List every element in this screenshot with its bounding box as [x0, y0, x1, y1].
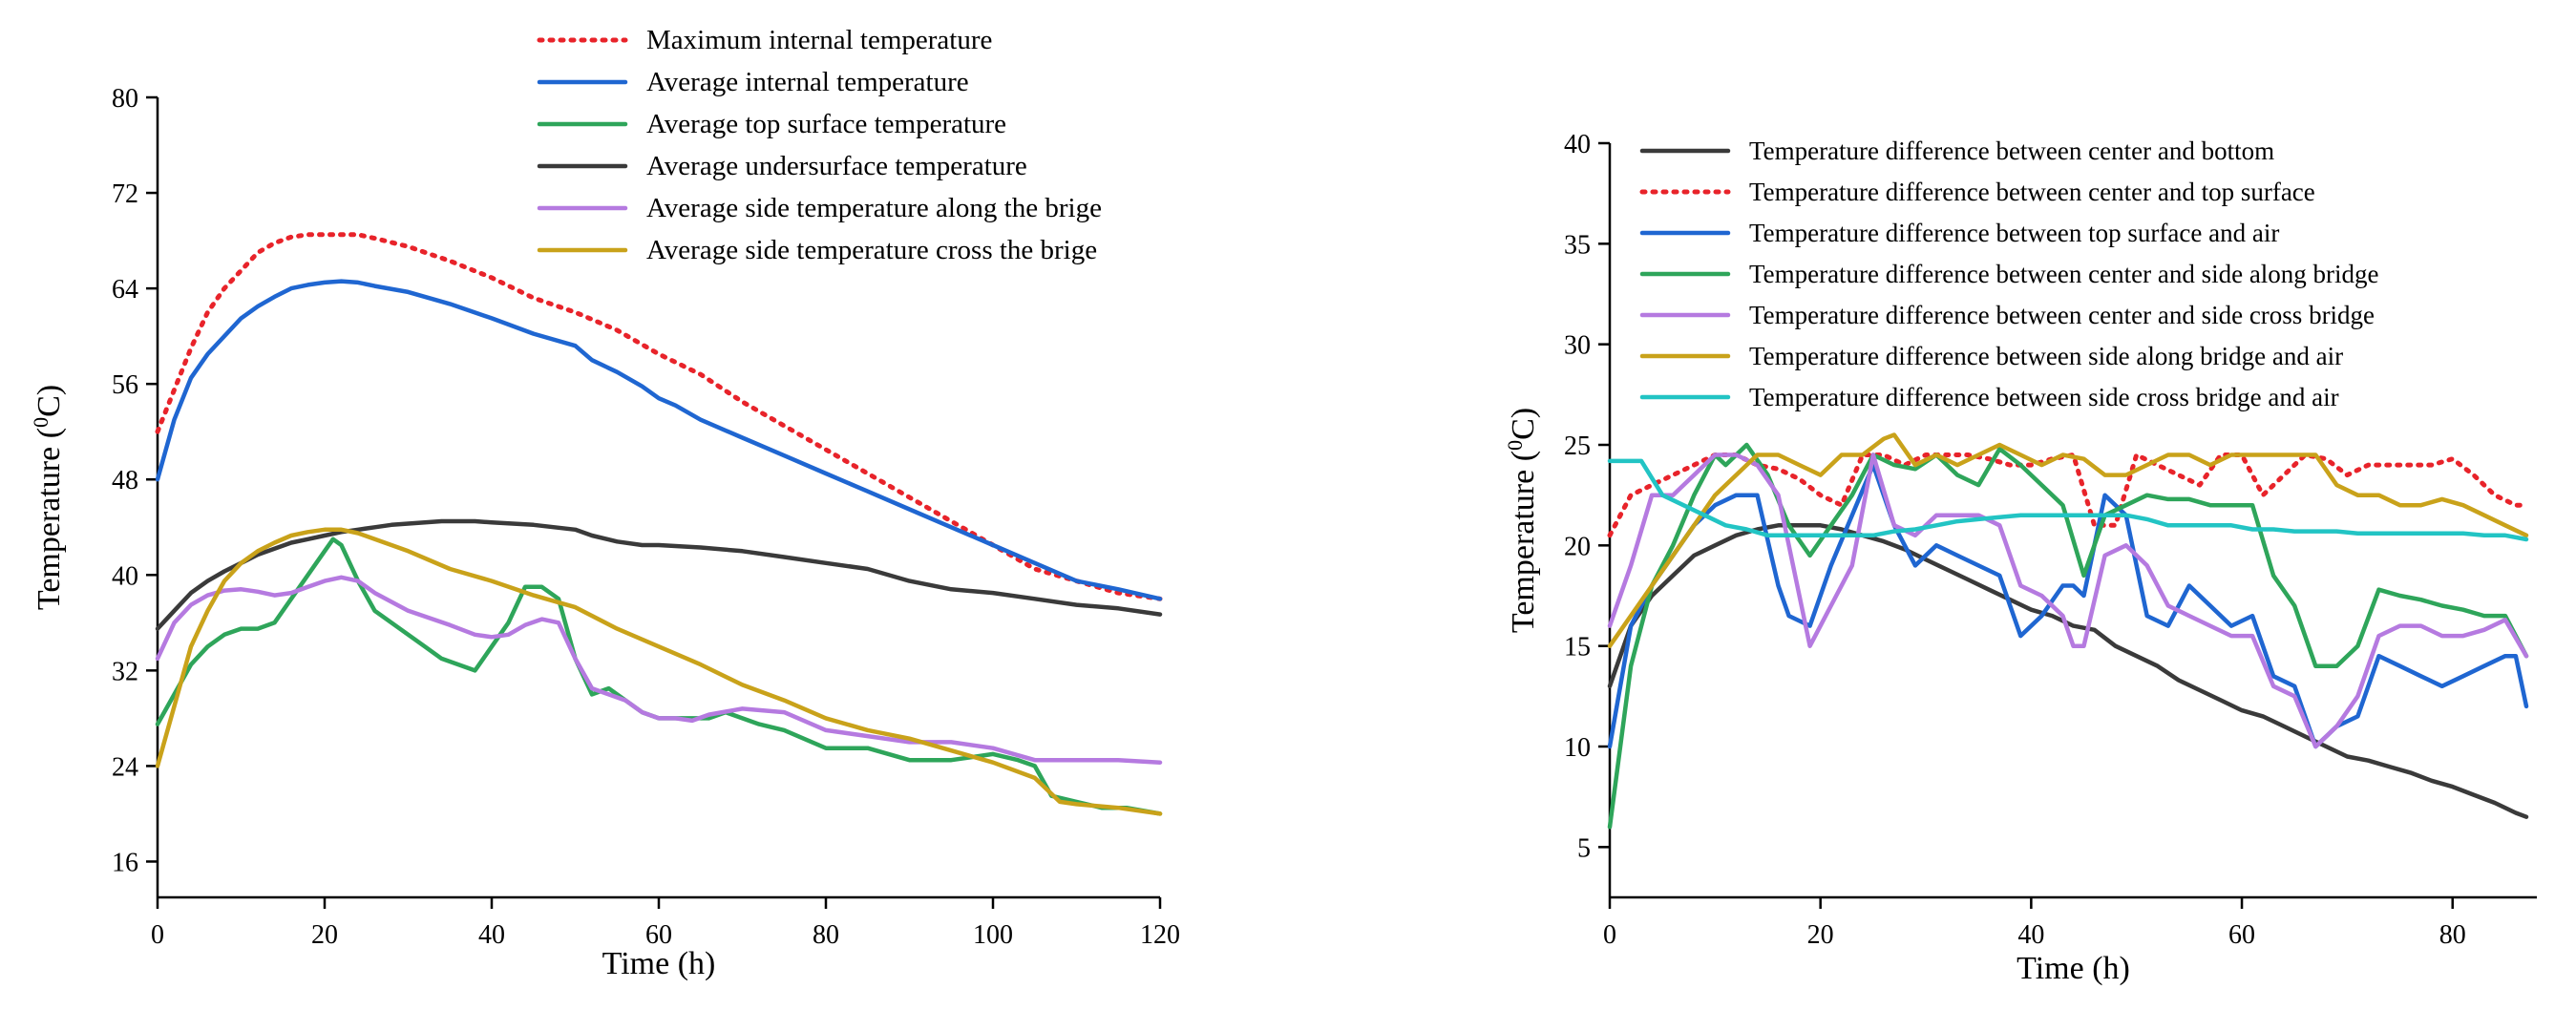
chart-left: 0 20 40 60 80 100 120 16 24 32 40 48 56 64 72 80 Time (h…	[29, 25, 1180, 981]
y-tick-label: 10	[1564, 733, 1591, 763]
series-line-3	[1607, 462, 2529, 749]
y-tick-label: 25	[1564, 431, 1591, 461]
x-tick-label: 20	[1807, 920, 1834, 950]
series-line-1	[155, 232, 1163, 601]
legend-label-5: Temperature difference between center an…	[1749, 301, 2375, 329]
legend-label-4: Temperature difference between center an…	[1749, 260, 2379, 288]
series-line-7	[1607, 458, 2529, 542]
x-tick-label: 80	[813, 920, 839, 950]
y-tick-label: 72	[112, 179, 138, 209]
y-tick-label: 16	[112, 848, 138, 877]
x-tick-label: 80	[2439, 920, 2466, 950]
y-tick-label: 35	[1564, 230, 1591, 260]
x-tick-label: 40	[2017, 920, 2044, 950]
legend-label-2: Temperature difference between center an…	[1749, 178, 2315, 206]
legend-label-1: Maximum internal temperature	[646, 25, 992, 55]
y-tick-label: 80	[112, 84, 138, 114]
x-tick-label: 20	[311, 920, 338, 950]
y-tick-label: 32	[112, 657, 138, 686]
y-tick-label: 40	[1564, 130, 1591, 159]
x-tick-label: 0	[151, 920, 164, 950]
y-tick-label: 40	[112, 561, 138, 591]
x-axis-label: Time (h)	[602, 946, 716, 981]
series-line-6	[1607, 432, 2529, 648]
y-tick-label: 56	[112, 370, 138, 400]
y-tick-label: 5	[1577, 833, 1591, 863]
y-tick-label: 64	[112, 275, 138, 305]
legend-label-4: Average undersurface temperature	[646, 151, 1027, 181]
y-tick-label: 30	[1564, 331, 1591, 361]
legend-label-3: Average top surface temperature	[646, 109, 1006, 139]
series-line-5	[1607, 452, 2529, 749]
legend-label-6: Average side temperature cross the brige	[646, 235, 1097, 265]
y-tick-label: 15	[1564, 633, 1591, 663]
series-line-1	[1607, 523, 2529, 819]
series-line-4	[1607, 442, 2529, 830]
x-tick-label: 120	[1140, 920, 1180, 950]
x-tick-label: 0	[1603, 920, 1616, 950]
x-axis-label: Time (h)	[2016, 951, 2130, 986]
legend-label-5: Average side temperature along the brige	[646, 193, 1102, 223]
y-tick-label: 48	[112, 466, 138, 495]
y-tick-label: 20	[1564, 532, 1591, 561]
x-tick-label: 40	[478, 920, 505, 950]
legend-label-7: Temperature difference between side cros…	[1749, 383, 2339, 411]
legend-label-2: Average internal temperature	[646, 67, 969, 97]
legend-label-3: Temperature difference between top surfa…	[1749, 219, 2279, 247]
series-line-2	[155, 279, 1163, 601]
x-tick-label: 100	[973, 920, 1013, 950]
legend-label-1: Temperature difference between center an…	[1749, 137, 2274, 165]
series-line-6	[155, 527, 1163, 816]
y-axis-label: Temperature (0C)	[29, 385, 67, 610]
y-axis-label: Temperature (0C)	[1503, 408, 1541, 633]
y-tick-label: 24	[112, 752, 138, 782]
x-tick-label: 60	[645, 920, 672, 950]
series-line-5	[155, 575, 1163, 765]
series-line-3	[155, 537, 1163, 816]
series-line-4	[155, 518, 1163, 631]
legend-label-6: Temperature difference between side alon…	[1749, 342, 2343, 370]
x-tick-label: 60	[2228, 920, 2255, 950]
